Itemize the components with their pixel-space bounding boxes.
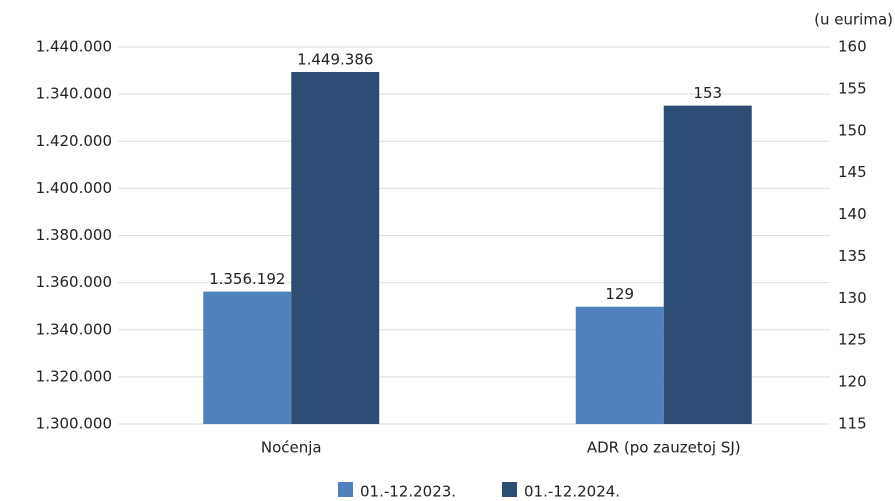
y-tick-label: 1.360.000 bbox=[36, 273, 112, 291]
y-tick-label: 1.300.000 bbox=[36, 415, 112, 433]
bar bbox=[663, 105, 752, 425]
y-tick-label: 1.420.000 bbox=[36, 132, 112, 150]
y2-axis-label: (u eurima) bbox=[814, 11, 893, 29]
legend-label: 01.-12.2024. bbox=[524, 483, 620, 501]
y2-tick-label: 115 bbox=[838, 415, 867, 433]
data-label: 153 bbox=[693, 84, 722, 102]
y-tick-label: 1.320.000 bbox=[36, 367, 112, 385]
y-tick-label: 1.340.000 bbox=[36, 85, 112, 103]
x-tick-label: Noćenja bbox=[261, 439, 322, 457]
legend-label: 01.-12.2023. bbox=[360, 483, 456, 501]
y2-tick-label: 130 bbox=[838, 289, 867, 307]
legend-swatch bbox=[338, 482, 353, 497]
y-tick-label: 1.340.000 bbox=[36, 320, 112, 338]
y2-tick-label: 150 bbox=[838, 121, 867, 139]
y-tick-label: 1.400.000 bbox=[36, 179, 112, 197]
y2-tick-label: 120 bbox=[838, 373, 867, 391]
data-label: 1.449.386 bbox=[297, 51, 373, 69]
x-tick-label: ADR (po zauzetoj SJ) bbox=[587, 439, 741, 457]
legend-swatch bbox=[502, 482, 517, 497]
y2-tick-label: 145 bbox=[838, 163, 867, 181]
bar bbox=[203, 291, 292, 424]
data-label: 1.356.192 bbox=[209, 270, 285, 288]
y2-tick-label: 135 bbox=[838, 247, 867, 265]
data-label: 129 bbox=[605, 285, 634, 303]
y-tick-label: 1.380.000 bbox=[36, 226, 112, 244]
y2-tick-label: 160 bbox=[838, 38, 867, 56]
y2-tick-label: 155 bbox=[838, 79, 867, 97]
y2-tick-label: 125 bbox=[838, 331, 867, 349]
bar bbox=[575, 306, 664, 424]
bar bbox=[291, 72, 380, 424]
y-tick-label: 1.440.000 bbox=[36, 38, 112, 56]
y2-tick-label: 140 bbox=[838, 205, 867, 223]
